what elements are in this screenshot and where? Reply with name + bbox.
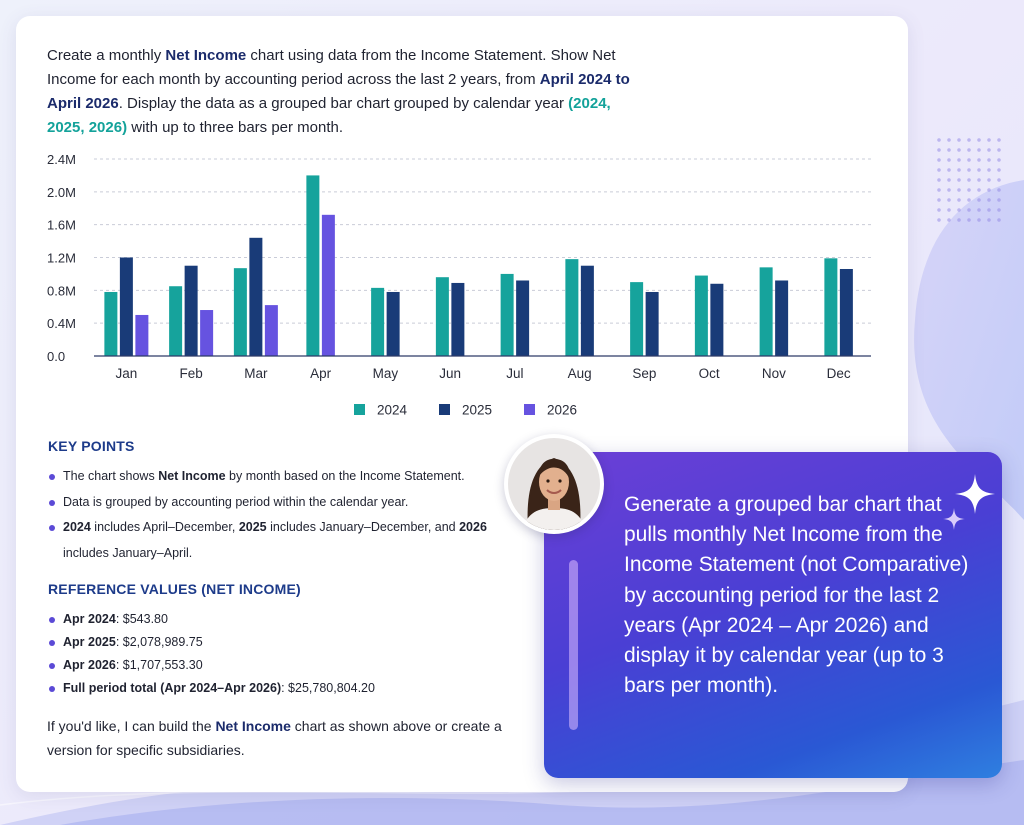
reference-item: Full period total (Apr 2024–Apr 2026): $…: [47, 677, 497, 700]
x-tick-label: Jul: [506, 366, 523, 381]
bar-2024-mar: [233, 268, 247, 356]
bar-2024-jul: [500, 273, 514, 356]
bar-2025-aug: [580, 265, 594, 356]
bar-2024-jan: [104, 291, 118, 356]
bar-2026-jan: [135, 314, 149, 356]
intro-text: chart using data from the Income Stateme…: [47, 47, 616, 88]
intro-date-range: April 2024 to April 2026: [47, 71, 630, 112]
user-prompt-text: Generate a grouped bar chart that pulls …: [624, 493, 969, 698]
y-tick-label: 1.2M: [47, 251, 76, 266]
bar-2024-dec: [824, 258, 838, 356]
bar-2025-jun: [451, 282, 465, 356]
intro-years: (2024, 2025, 2026): [47, 95, 611, 136]
y-tick-label: 2.0M: [47, 185, 76, 200]
avatar-photo: [508, 438, 600, 530]
legend-swatch-2026: [524, 404, 535, 415]
legend-swatch-2024: [354, 404, 365, 415]
legend-label: 2026: [547, 403, 577, 418]
sparkle-icon: [955, 474, 995, 514]
legend-label: 2025: [462, 403, 492, 418]
bar-2025-sep: [645, 291, 659, 356]
y-axis: 0.0 0.4M 0.8M 1.2M 1.6M 2.0M 2.4M: [47, 152, 76, 364]
y-tick-label: 0.0: [47, 349, 65, 364]
x-axis: Jan Feb Mar Apr May Jun Jul Aug Sep Oct Nov Dec: [94, 355, 871, 381]
reference-values-list: Apr 2024: $543.80 Apr 2025: $2,078,989.7…: [47, 608, 497, 700]
user-prompt-panel: Generate a grouped bar chart that pulls …: [544, 452, 1002, 778]
bars: [104, 175, 853, 356]
bar-2025-jan: [119, 257, 133, 356]
intro-text: . Display the data as a grouped bar char…: [118, 95, 569, 112]
bar-2024-may: [371, 287, 385, 356]
x-tick-label: Jan: [115, 366, 137, 381]
bar-2026-feb: [200, 310, 214, 356]
key-points-heading: KEY POINTS: [48, 438, 135, 454]
key-point-item: Data is grouped by accounting period wit…: [47, 490, 497, 516]
legend-label: 2024: [377, 403, 408, 418]
reference-item: Apr 2024: $543.80: [47, 608, 497, 631]
bar-2024-apr: [306, 175, 320, 356]
x-tick-label: Mar: [244, 366, 268, 381]
closing-paragraph: If you'd like, I can build the Net Incom…: [47, 718, 502, 758]
bar-2025-may: [386, 291, 400, 356]
decorative-dot-grid: [934, 135, 1004, 225]
x-tick-label: Feb: [179, 366, 202, 381]
intro-text: Create a monthly: [47, 47, 166, 64]
assistant-response-card: Create a monthly Net Income chart using …: [16, 16, 908, 792]
x-tick-label: Aug: [568, 366, 592, 381]
x-tick-label: Oct: [699, 366, 720, 381]
bar-2025-mar: [249, 237, 263, 356]
bar-2025-dec: [839, 268, 853, 356]
y-tick-label: 1.6M: [47, 218, 76, 233]
bar-2025-jul: [516, 280, 530, 356]
x-tick-label: Nov: [762, 366, 786, 381]
reference-item: Apr 2025: $2,078,989.75: [47, 631, 497, 654]
bar-2024-oct: [694, 275, 708, 356]
intro-text: with up to three bars per month.: [127, 119, 344, 136]
key-point-item: The chart shows Net Income by month base…: [47, 464, 497, 490]
bar-2025-feb: [184, 265, 198, 356]
bar-2024-sep: [630, 282, 644, 356]
reference-item: Apr 2026: $1,707,553.30: [47, 654, 497, 677]
bar-2026-apr: [321, 214, 335, 356]
bar-2024-aug: [565, 259, 579, 356]
bar-2024-feb: [169, 286, 183, 356]
bar-2025-nov: [775, 280, 789, 356]
net-income-bar-chart: 0.0 0.4M 0.8M 1.2M 1.6M 2.0M 2.4M Jan Feb Mar Apr…: [47, 152, 871, 418]
y-tick-label: 0.8M: [47, 283, 76, 298]
bar-2024-jun: [435, 277, 449, 356]
x-tick-label: Jun: [439, 366, 461, 381]
x-tick-label: May: [373, 366, 399, 381]
legend-swatch-2025: [439, 404, 450, 415]
gridlines: [94, 158, 871, 324]
y-tick-label: 2.4M: [47, 152, 76, 167]
y-tick-label: 0.4M: [47, 316, 76, 331]
reference-values-heading: REFERENCE VALUES (NET INCOME): [48, 581, 301, 597]
intro-paragraph: Create a monthly Net Income chart using …: [47, 44, 647, 140]
small-sparkle-icon: [943, 508, 965, 530]
bar-2024-nov: [759, 267, 773, 356]
legend: 2024 2025 2026: [354, 403, 577, 418]
bar-2026-mar: [264, 305, 278, 356]
x-tick-label: Apr: [310, 366, 332, 381]
intro-net-income: Net Income: [165, 47, 247, 64]
user-avatar: [504, 434, 604, 534]
x-tick-label: Sep: [632, 366, 656, 381]
key-points-list: The chart shows Net Income by month base…: [47, 464, 497, 566]
bar-2025-oct: [710, 283, 724, 356]
key-point-item: 2024 includes April–December, 2025 inclu…: [47, 515, 497, 566]
quote-bar: [569, 560, 578, 730]
x-tick-label: Dec: [827, 366, 851, 381]
